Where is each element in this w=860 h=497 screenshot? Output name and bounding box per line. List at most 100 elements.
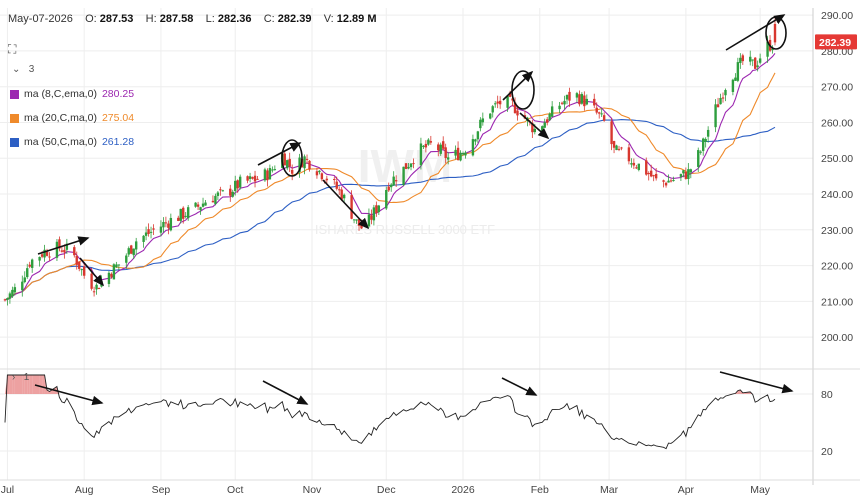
collapse-toggle[interactable]: ⌄ 3 (12, 64, 34, 75)
candle-body (320, 173, 324, 180)
candle-body (647, 173, 650, 175)
y-tick-label: 260.00 (821, 117, 853, 129)
candle-body (253, 175, 257, 182)
candle-body (11, 289, 14, 297)
legend-label: ma (50,C,ma,0) (24, 136, 97, 148)
candle-body (654, 173, 658, 179)
candle-body (377, 205, 381, 213)
candle-body (429, 141, 433, 143)
rsi-overbought-fill (7, 375, 10, 394)
candle-body (632, 162, 636, 166)
high-value: 287.58 (159, 13, 194, 25)
candle-body (749, 56, 752, 62)
rsi-tick-label: 80 (821, 389, 833, 401)
candle-body (6, 298, 9, 300)
candle-body (476, 131, 480, 140)
candle-body (305, 158, 309, 160)
candle-body (112, 264, 116, 280)
candle-body (679, 174, 683, 177)
candle-body (533, 128, 537, 133)
candle-body (721, 97, 725, 99)
candle-body (23, 277, 26, 283)
candle-body (424, 143, 428, 148)
candle-body (627, 147, 631, 162)
rsi-collapse-toggle[interactable]: › 1 (12, 372, 29, 383)
axes: 290.00280.00270.00260.00250.00240.00230.… (0, 8, 860, 496)
y-tick-label: 240.00 (821, 189, 853, 201)
candle-body (719, 98, 722, 105)
close-value: 282.39 (277, 13, 312, 25)
candle-body (342, 194, 346, 199)
candle-body (303, 156, 306, 169)
candle-body (65, 243, 69, 250)
legend-item-ema8[interactable]: ma (8,C,ema,0) 280.25 (10, 88, 134, 100)
candle-body (45, 251, 49, 256)
candle-body (167, 223, 170, 228)
rsi-overbought-fill (42, 375, 45, 394)
candle-body (766, 41, 769, 57)
rsi-overbought-fill (24, 375, 28, 394)
candle-body (563, 100, 566, 105)
ema8-line (4, 53, 776, 301)
candle-body (110, 273, 113, 277)
y-tick-label: 230.00 (821, 225, 853, 237)
candle-body (684, 171, 688, 179)
candle-body (491, 106, 494, 113)
candle-body (595, 107, 598, 113)
legend-item-ma20[interactable]: ma (20,C,ma,0) 275.04 (10, 112, 134, 124)
candle-body (132, 248, 135, 256)
candle-body (645, 160, 648, 175)
candle-body (182, 207, 185, 219)
candle-body (422, 145, 425, 147)
candle-body (508, 92, 512, 97)
candle-body (8, 293, 12, 299)
candle-body (751, 59, 754, 61)
x-tick-label: Aug (75, 484, 94, 496)
candle-body (773, 23, 777, 43)
ohlc-readout: May-07-2026 O: 287.53 H: 287.58 L: 282.3… (8, 13, 377, 25)
rsi-overbought-fill (22, 375, 25, 394)
candle-body (216, 192, 220, 196)
candle-body (177, 217, 180, 221)
low-label: L: (205, 13, 215, 25)
candle-body (600, 113, 603, 115)
candle-body (149, 231, 153, 233)
candle-body (219, 189, 222, 191)
candle-body (134, 241, 138, 250)
rsi-panel: 80 20 (0, 374, 833, 458)
legend-item-ma50[interactable]: ma (50,C,ma,0) 261.28 (10, 136, 134, 148)
trend-arrow (502, 70, 534, 101)
candle-body (298, 157, 301, 172)
x-tick-label: Dec (377, 484, 396, 496)
x-tick-label: Oct (227, 484, 243, 496)
candle-body (667, 180, 670, 183)
candle-body (288, 158, 291, 167)
candle-body (199, 207, 202, 211)
trend-arrow (34, 384, 104, 406)
candle-body (662, 180, 665, 182)
candle-body (266, 170, 269, 181)
legend-swatch (10, 137, 19, 147)
fullscreen-icon[interactable]: ⛶ (8, 42, 17, 56)
candle-body (211, 200, 215, 203)
candle-body (714, 104, 717, 128)
y-tick-label: 210.00 (821, 296, 853, 308)
candle-body (612, 141, 616, 148)
candle-body (367, 214, 371, 227)
open-label: O: (85, 13, 97, 25)
candle-body (550, 106, 554, 117)
candle-body (498, 100, 502, 105)
candle-body (598, 112, 601, 114)
candle-body (130, 245, 133, 254)
candle-body (194, 202, 197, 207)
rsi-study-count: 1 (23, 372, 30, 383)
candle-body (21, 281, 24, 291)
candle-body (635, 167, 638, 169)
candle-body (758, 58, 762, 63)
candle-body (73, 247, 76, 256)
candle-body (107, 272, 111, 284)
candle-body (568, 91, 571, 101)
x-tick-label: Sep (152, 484, 171, 496)
candle-body (360, 224, 363, 229)
